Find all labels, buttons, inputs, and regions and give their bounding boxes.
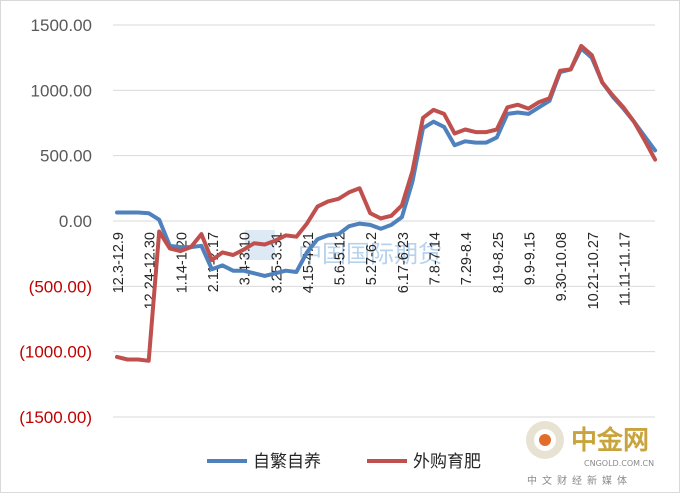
- gridlines: [113, 24, 655, 418]
- y-tick-label: 500.00: [40, 147, 92, 166]
- series-lines: [115, 43, 658, 363]
- x-tick-label: 3.25-3.31: [269, 232, 285, 293]
- y-tick-label: 0.00: [59, 212, 92, 231]
- y-tick-label: (1500.00): [19, 408, 92, 427]
- logo-sub-text: 中文财经新媒体: [527, 474, 632, 487]
- x-tick-label: 6.17-6.23: [396, 232, 412, 293]
- x-tick-label: 5.27-6.2: [364, 232, 380, 285]
- legend-label-series-2: 外购育肥: [413, 452, 481, 472]
- logo-url-text: CNGOLD.COM.CN: [584, 459, 654, 468]
- x-tick-label: 7.8-7.14: [428, 232, 444, 285]
- x-axis-labels: 12.3-12.9 12.24-12.30 1.14-1.20 2.11-2.17 3.…: [111, 232, 633, 309]
- x-tick-label: 3.4-3.10: [238, 232, 254, 285]
- series-line-2: [115, 43, 658, 363]
- logo-dot-icon: [539, 434, 551, 446]
- x-tick-label: 9.9-9.15: [522, 232, 538, 285]
- y-axis-labels: 1500.00 1000.00 500.00 0.00 (500.00) (1000.00…: [19, 16, 92, 427]
- x-tick-label: 1.14-1.20: [174, 232, 190, 293]
- y-tick-label: 1000.00: [31, 81, 92, 100]
- logo-main-text: 中金网: [571, 425, 649, 456]
- x-tick-label: 7.29-8.4: [459, 232, 475, 285]
- cngold-logo: 中金网 CNGOLD.COM.CN 中文财经新媒体: [526, 421, 654, 487]
- center-watermark-text: 中国国际期货: [298, 240, 442, 268]
- legend-label-series-1: 自繁自养: [253, 452, 321, 472]
- x-tick-label: 8.19-8.25: [491, 232, 507, 293]
- x-tick-label: 12.3-12.9: [111, 232, 127, 293]
- x-tick-label: 5.6-5.12: [333, 232, 349, 285]
- x-tick-label: 10.21-10.27: [586, 232, 602, 309]
- x-tick-label: 2.11-2.17: [206, 232, 222, 292]
- legend: 自繁自养 外购育肥: [207, 452, 481, 472]
- y-tick-label: (1000.00): [19, 343, 92, 362]
- y-tick-label: 1500.00: [31, 16, 92, 35]
- x-tick-label: 9.30-10.08: [554, 232, 570, 301]
- y-tick-label: (500.00): [29, 277, 92, 296]
- x-tick-label: 11.11-11.17: [617, 232, 633, 306]
